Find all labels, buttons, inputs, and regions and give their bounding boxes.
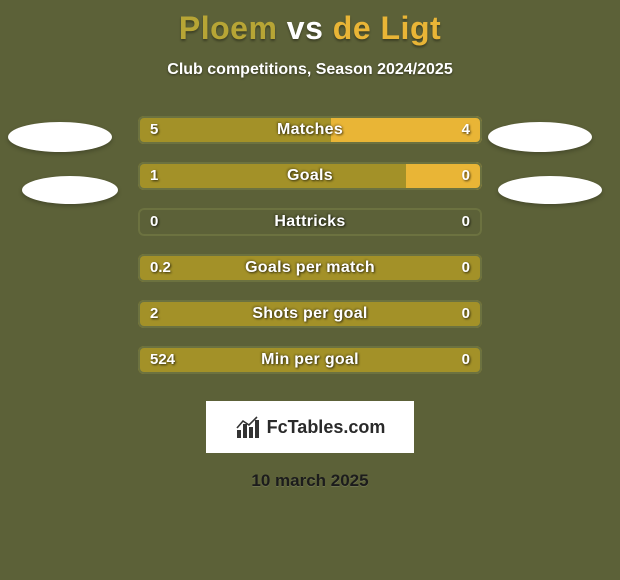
stat-bar: 54Matches xyxy=(138,116,482,144)
stat-bar: 00Hattricks xyxy=(138,208,482,236)
stat-label: Min per goal xyxy=(138,346,482,374)
player-photo-placeholder xyxy=(22,176,118,204)
date: 10 march 2025 xyxy=(0,471,620,491)
stat-label: Goals per match xyxy=(138,254,482,282)
fctables-logo-icon xyxy=(235,414,261,440)
stat-label: Hattricks xyxy=(138,208,482,236)
stat-label: Shots per goal xyxy=(138,300,482,328)
player-photo-placeholder xyxy=(8,122,112,152)
stat-bar: 10Goals xyxy=(138,162,482,190)
player2-name: de Ligt xyxy=(333,10,441,46)
stat-bar: 0.20Goals per match xyxy=(138,254,482,282)
player-photo-placeholder xyxy=(488,122,592,152)
vs-text: vs xyxy=(287,10,324,46)
stat-row: 20Shots per goal xyxy=(0,291,620,337)
subtitle: Club competitions, Season 2024/2025 xyxy=(0,61,620,79)
fctables-logo: FcTables.com xyxy=(206,401,414,453)
stat-row: 5240Min per goal xyxy=(0,337,620,383)
player1-name: Ploem xyxy=(179,10,278,46)
stat-bar: 20Shots per goal xyxy=(138,300,482,328)
comparison-infographic: Ploem vs de Ligt Club competitions, Seas… xyxy=(0,0,620,580)
stat-row: 00Hattricks xyxy=(0,199,620,245)
stat-label: Goals xyxy=(138,162,482,190)
stat-label: Matches xyxy=(138,116,482,144)
stat-row: 0.20Goals per match xyxy=(0,245,620,291)
page-title: Ploem vs de Ligt xyxy=(0,0,620,47)
stat-bar: 5240Min per goal xyxy=(138,346,482,374)
fctables-logo-text: FcTables.com xyxy=(267,417,386,438)
player-photo-placeholder xyxy=(498,176,602,204)
